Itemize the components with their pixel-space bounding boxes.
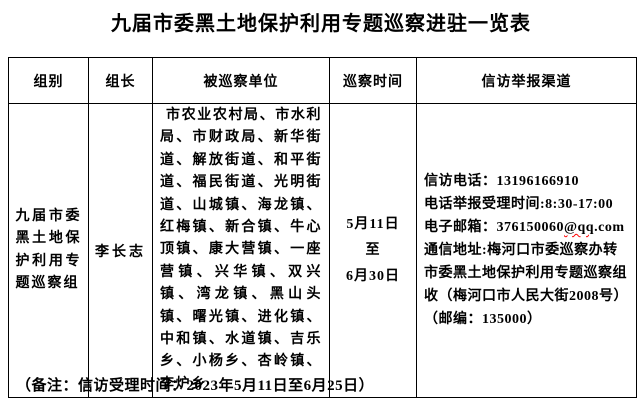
- report-email: 电子邮箱：376150060@qq.com: [424, 216, 632, 239]
- report-email-domain: @qq: [564, 220, 595, 236]
- page-title: 九届市委黑土地保护利用专题巡察进驻一览表: [111, 13, 531, 35]
- cell-inspection-time: 5月11日 至 6月30日: [329, 102, 417, 399]
- inspection-table: 组别 组长 被巡察单位 巡察时间 信访举报渠道 九届市委黑土地保护利用专题巡察组…: [8, 57, 637, 399]
- header-cell-time: 巡察时间: [329, 57, 417, 104]
- cell-report-channels: 信访电话：13196166910 电话举报受理时间:8:30-17:00 电子邮…: [416, 102, 637, 399]
- header-cell-channels: 信访举报渠道: [416, 57, 637, 104]
- report-mail-address: 通信地址:梅河口市委巡察办转市委黑土地保护利用专题巡察组收（梅河口市人民大街20…: [424, 243, 628, 328]
- time-start: 5月11日: [346, 216, 400, 232]
- time-connector: 至: [365, 242, 381, 258]
- cell-group: 九届市委黑土地保护利用专题巡察组: [8, 102, 89, 399]
- header-cell-units: 被巡察单位: [152, 57, 330, 104]
- header-cell-group: 组别: [8, 57, 89, 104]
- time-end: 6月30日: [346, 268, 400, 284]
- cell-inspected-units: 市农业农村局、市水利局、市财政局、新华街道、解放街道、和平街道、福民街道、光明街…: [152, 102, 330, 399]
- footnote: （备注：信访受理时间：2023年5月11日至6月25日）: [16, 378, 375, 394]
- header-cell-leader: 组长: [88, 57, 153, 104]
- cell-leader: 李长志: [88, 102, 153, 399]
- report-phone: 信访电话：13196166910: [424, 174, 579, 190]
- report-email-user: 376150060: [496, 220, 564, 236]
- inspection-group-name: 九届市委黑土地保护利用专题巡察组: [15, 208, 82, 292]
- table-header-row: 组别 组长 被巡察单位 巡察时间 信访举报渠道: [8, 57, 637, 104]
- leader-name: 李长志: [95, 244, 146, 260]
- report-phone-hours: 电话举报受理时间:8:30-17:00: [424, 197, 614, 213]
- table-row: 九届市委黑土地保护利用专题巡察组 李长志 市农业农村局、市水利局、市财政局、新华…: [8, 102, 637, 399]
- report-email-label: 电子邮箱：: [424, 220, 497, 236]
- report-email-tld: .com: [594, 220, 625, 236]
